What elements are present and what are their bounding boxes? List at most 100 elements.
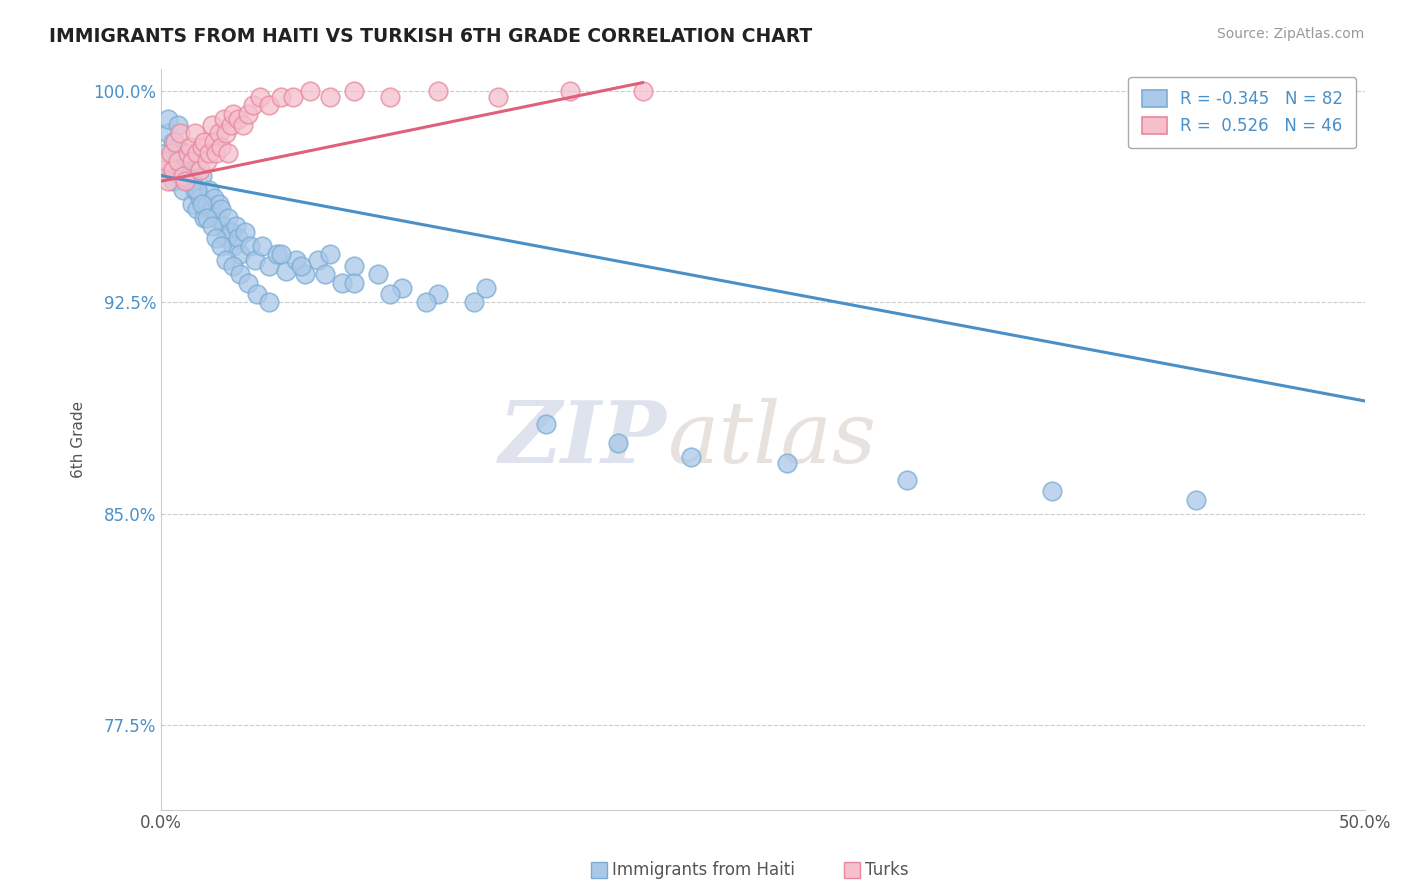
Point bbox=[176, 146, 198, 161]
Point bbox=[378, 287, 401, 301]
Point bbox=[195, 154, 218, 169]
Point bbox=[270, 247, 292, 261]
Point bbox=[259, 98, 281, 112]
Point bbox=[181, 196, 204, 211]
Point bbox=[560, 84, 582, 98]
Point bbox=[343, 276, 366, 290]
Point bbox=[343, 84, 366, 98]
Text: Immigrants from Haiti: Immigrants from Haiti bbox=[612, 861, 794, 879]
Point bbox=[188, 191, 211, 205]
Point bbox=[186, 146, 208, 161]
Legend: R = -0.345   N = 82, R =  0.526   N = 46: R = -0.345 N = 82, R = 0.526 N = 46 bbox=[1129, 77, 1357, 148]
Point bbox=[176, 169, 198, 183]
Text: atlas: atlas bbox=[666, 398, 876, 481]
Point bbox=[249, 89, 271, 103]
Point bbox=[1185, 492, 1208, 507]
Point bbox=[157, 126, 180, 140]
Point bbox=[198, 183, 221, 197]
Point bbox=[294, 267, 316, 281]
Point bbox=[205, 146, 228, 161]
Point bbox=[201, 202, 224, 217]
Point bbox=[172, 169, 194, 183]
Point bbox=[186, 202, 208, 217]
Point bbox=[318, 89, 340, 103]
Point bbox=[318, 247, 340, 261]
Point bbox=[212, 219, 235, 234]
Point bbox=[415, 295, 437, 310]
Point bbox=[236, 276, 259, 290]
Point bbox=[226, 230, 249, 244]
Point bbox=[475, 281, 498, 295]
Point bbox=[215, 253, 238, 268]
Point bbox=[155, 146, 177, 161]
Point bbox=[209, 202, 232, 217]
Point bbox=[239, 239, 262, 253]
Point bbox=[167, 118, 190, 132]
Point bbox=[157, 174, 180, 188]
Point bbox=[391, 281, 413, 295]
Point bbox=[179, 140, 201, 154]
Point bbox=[176, 174, 198, 188]
Point bbox=[195, 196, 218, 211]
Point bbox=[219, 118, 242, 132]
Point bbox=[222, 106, 245, 120]
Point bbox=[174, 154, 197, 169]
Point bbox=[205, 211, 228, 225]
Point bbox=[1040, 484, 1063, 499]
Point bbox=[212, 112, 235, 127]
Point bbox=[378, 89, 401, 103]
Point bbox=[631, 84, 654, 98]
Point bbox=[367, 267, 389, 281]
Point bbox=[896, 473, 918, 487]
Point bbox=[159, 146, 181, 161]
Text: Source: ZipAtlas.com: Source: ZipAtlas.com bbox=[1216, 27, 1364, 41]
Point bbox=[426, 84, 449, 98]
Point bbox=[536, 417, 558, 431]
Point bbox=[463, 295, 485, 310]
Point bbox=[236, 106, 259, 120]
Point bbox=[195, 211, 218, 225]
Point bbox=[186, 183, 208, 197]
Point bbox=[209, 140, 232, 154]
Point bbox=[276, 264, 298, 278]
Point bbox=[679, 450, 702, 465]
Point bbox=[202, 135, 225, 149]
Point bbox=[162, 174, 184, 188]
Point bbox=[172, 183, 194, 197]
Point bbox=[215, 126, 238, 140]
Y-axis label: 6th Grade: 6th Grade bbox=[72, 401, 86, 477]
Point bbox=[191, 140, 214, 154]
Point bbox=[193, 135, 215, 149]
Point bbox=[162, 163, 184, 178]
Point bbox=[155, 154, 177, 169]
Point bbox=[259, 295, 281, 310]
Text: Turks: Turks bbox=[865, 861, 908, 879]
Point bbox=[157, 112, 180, 127]
Point bbox=[242, 98, 264, 112]
Point bbox=[152, 163, 174, 178]
Point bbox=[198, 146, 221, 161]
Point bbox=[229, 247, 252, 261]
Point bbox=[233, 225, 256, 239]
Point bbox=[270, 89, 292, 103]
Point bbox=[222, 239, 245, 253]
Point bbox=[162, 135, 184, 149]
Point bbox=[314, 267, 336, 281]
Point bbox=[215, 230, 238, 244]
Point bbox=[181, 154, 204, 169]
Point bbox=[201, 219, 224, 234]
Point bbox=[179, 163, 201, 178]
Point bbox=[246, 287, 269, 301]
Point bbox=[184, 183, 207, 197]
Point bbox=[188, 163, 211, 178]
Point bbox=[250, 239, 273, 253]
Point bbox=[169, 126, 191, 140]
Point bbox=[174, 174, 197, 188]
Point bbox=[776, 456, 799, 470]
Point bbox=[165, 135, 187, 149]
Point bbox=[486, 89, 509, 103]
Point bbox=[165, 154, 187, 169]
Point bbox=[217, 146, 239, 161]
Point bbox=[181, 174, 204, 188]
Point bbox=[201, 118, 224, 132]
